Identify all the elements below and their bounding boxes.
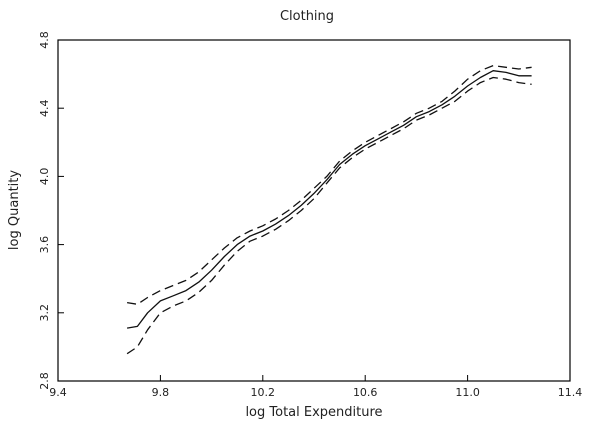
- series-line-solid: [126, 70, 532, 329]
- y-tick-label: 4.8: [38, 31, 51, 49]
- series-line-dashed-2: [126, 76, 532, 355]
- x-tick-label: 9.8: [152, 386, 170, 399]
- y-tick-label: 3.6: [38, 236, 51, 254]
- chart-title: Clothing: [280, 9, 334, 24]
- x-tick-label: 11.0: [455, 386, 480, 399]
- y-tick-label: 4.0: [38, 168, 51, 186]
- y-tick-label: 4.4: [38, 99, 51, 117]
- y-axis-ticks: 2.8 3.2 3.6 4.0 4.4 4.8: [38, 31, 64, 390]
- x-tick-label: 11.4: [558, 386, 583, 399]
- y-axis-title: log Quantity: [7, 170, 22, 250]
- x-tick-label: 10.2: [251, 386, 276, 399]
- series-line-dashed-1: [126, 64, 532, 305]
- y-tick-label: 2.8: [38, 372, 51, 390]
- x-axis-ticks: 9.4 9.8 10.2 10.6 11.0 11.4: [49, 375, 582, 399]
- x-axis-title: log Total Expenditure: [245, 405, 382, 420]
- series-layer: [126, 64, 532, 355]
- x-tick-label: 10.6: [353, 386, 378, 399]
- y-tick-label: 3.2: [38, 304, 51, 322]
- x-tick-label: 9.4: [49, 386, 67, 399]
- plot-frame: [57, 39, 571, 382]
